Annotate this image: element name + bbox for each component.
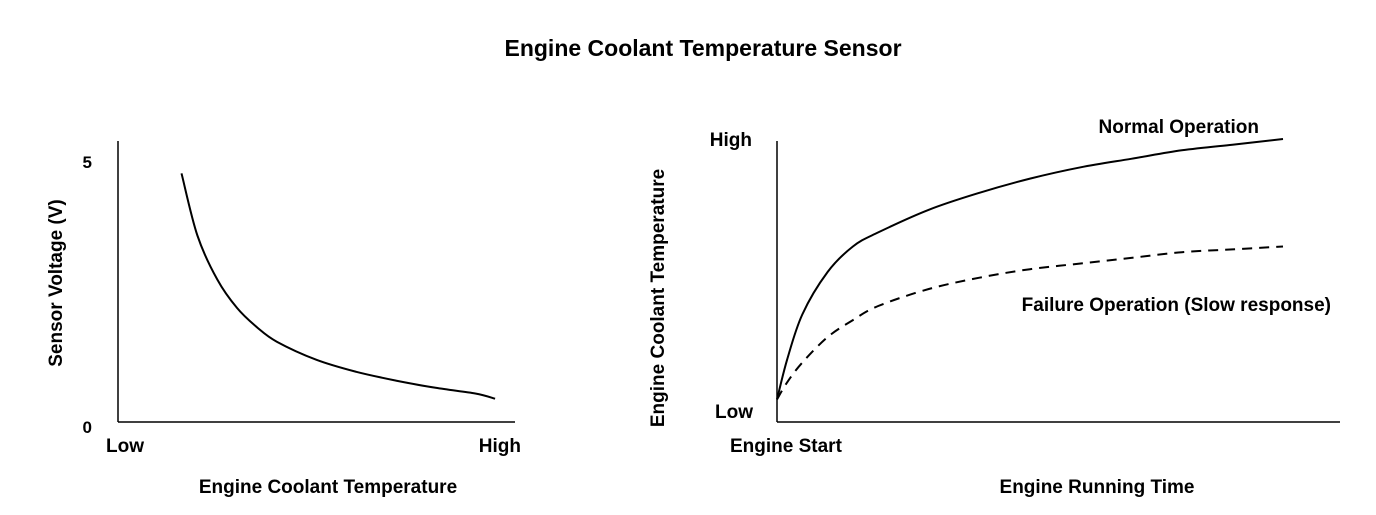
figure-title: Engine Coolant Temperature Sensor [504, 35, 901, 61]
voltage-chart: 5 0 Low High Engine Coolant Temperature … [46, 141, 521, 498]
chart2-y-tick-label-low: Low [715, 402, 753, 423]
chart2-series-label-normal: Normal Operation [1099, 117, 1259, 138]
chart2-y-tick-label-high: High [710, 130, 752, 151]
chart2-failure-operation-line [776, 245, 1284, 400]
chart1-y-tick-label-max: 5 [83, 153, 92, 172]
chart1-x-tick-label-high: High [479, 436, 521, 457]
chart1-y-tick-label-min: 0 [83, 418, 92, 437]
chart2-x-tick-label-start: Engine Start [730, 436, 843, 457]
chart1-x-tick-label-low: Low [106, 436, 144, 457]
chart1-x-axis-label: Engine Coolant Temperature [199, 477, 457, 498]
chart2-y-axis-label: Engine Coolant Temperature [648, 169, 669, 427]
chart2-normal-operation-line [776, 138, 1284, 400]
chart1-voltage-curve [180, 173, 496, 400]
chart1-y-axis-label: Sensor Voltage (V) [46, 199, 67, 367]
chart2-series-label-failure: Failure Operation (Slow response) [1022, 295, 1331, 316]
temperature-chart: High Low Engine Start Engine Running Tim… [648, 117, 1340, 498]
chart2-x-axis-label: Engine Running Time [1000, 477, 1195, 498]
